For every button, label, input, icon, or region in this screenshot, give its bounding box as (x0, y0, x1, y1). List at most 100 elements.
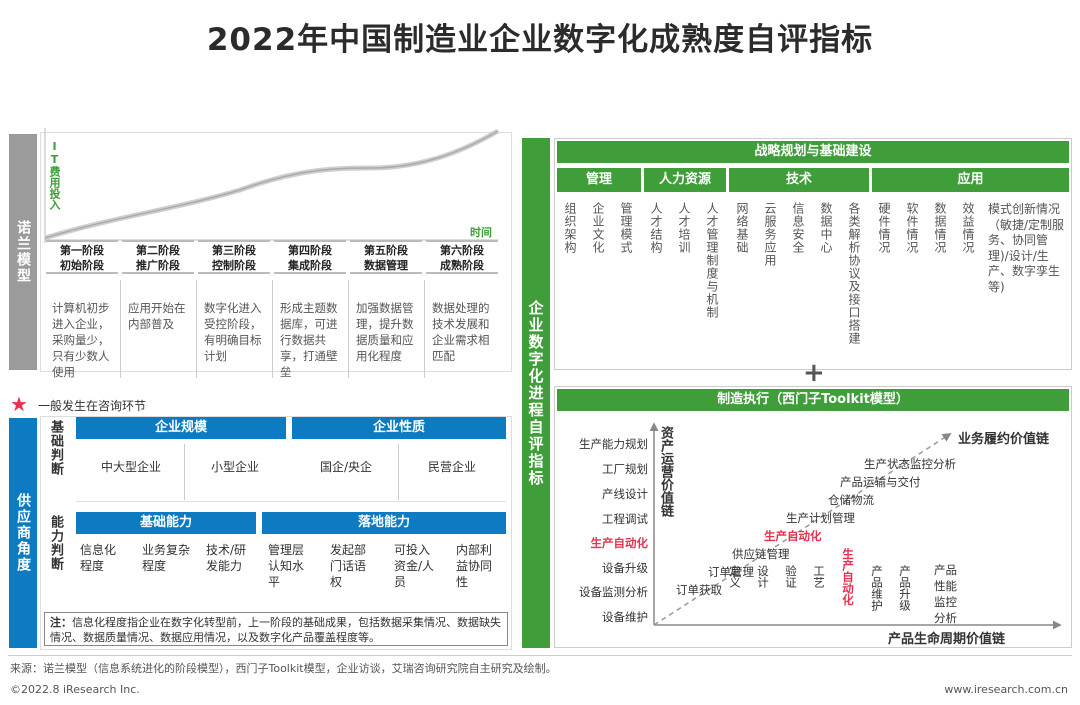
basic-judge-label: 基础判断 (48, 420, 63, 476)
toolkit-y-item-6: 设备升级 (602, 561, 648, 575)
landing-ability-item-4: 内部利益协同性 (456, 543, 493, 589)
toolkit-y-item-1: 生产能力规划 (579, 437, 648, 451)
nolan-s-curve (44, 128, 500, 241)
nolan-stage-3: 第三阶段 控制阶段 (198, 240, 270, 274)
toolkit-y-item-5: 生产自动化 (590, 536, 649, 550)
toolkit-diag-item-6: 仓储物流 (828, 493, 874, 507)
toolkit-diag-item-4: 生产自动化 (764, 529, 822, 543)
toolkit-x-item-2: 设计 (756, 565, 770, 588)
nolan-stage-divider (424, 280, 425, 378)
toolkit-axes (650, 422, 1062, 630)
basic-ability-header: 基础能力 (76, 512, 256, 534)
scale-divider (184, 444, 185, 500)
nolan-bar: 诺兰模型 (9, 134, 37, 370)
app-item-2: 软件情况 (905, 202, 919, 254)
cat-header-hr: 人力资源 (644, 168, 726, 192)
nature-item-1: 国企/央企 (319, 460, 373, 474)
nature-divider (398, 444, 399, 500)
toolkit-diag-item-1: 订单获取 (676, 583, 722, 597)
toolkit-x-item-8: 产品性能监控分析 (934, 563, 957, 625)
basic-ability-item-1: 信息化程度 (80, 543, 117, 573)
nolan-panel (40, 132, 512, 372)
toolkit-diag-item-8: 生产状态监控分析 (864, 457, 956, 471)
star-icon: ★ (10, 392, 28, 416)
nolan-stage-desc-2: 应用开始在内部普及 (128, 301, 186, 331)
landing-ability-header: 落地能力 (262, 512, 506, 534)
app-item-4: 效益情况 (961, 202, 975, 254)
scale-item-2: 小型企业 (210, 460, 259, 474)
toolkit-y-item-3: 产线设计 (602, 487, 648, 501)
nolan-stage-divider (348, 280, 349, 378)
hr-item-2: 人才培训 (677, 202, 691, 254)
toolkit-diag-item-3: 供应链管理 (732, 547, 790, 561)
tech-item-2: 云服务应用 (763, 202, 777, 267)
basic-ability-item-3: 技术/研发能力 (206, 543, 247, 573)
nolan-stage-divider (272, 280, 273, 378)
toolkit-x-item-5: 生产自动化 (841, 548, 855, 606)
note-prefix: 注： (50, 616, 72, 629)
tech-item-4: 数据中心 (819, 202, 833, 254)
tech-item-3: 信息安全 (791, 202, 805, 254)
nolan-stage-5: 第五阶段 数据管理 (350, 240, 422, 274)
cat-header-tech: 技术 (729, 168, 869, 192)
nolan-stage-desc-6: 数据处理的技术发展和企业需求相匹配 (432, 301, 490, 363)
copyright: ©2022.8 iResearch Inc. (10, 683, 140, 696)
nolan-stage-desc-5: 加强数据管理，提升数据质量和应用化程度 (356, 301, 414, 363)
note-box: 注：信息化程度指企业在数字化转型前，上一阶段的基础成果，包括数据采集情况、数据缺… (44, 612, 508, 646)
nolan-stage-1: 第一阶段 初始阶段 (46, 240, 118, 274)
footer-rule (8, 655, 1072, 656)
mgmt-item-2: 企业文化 (591, 202, 605, 254)
toolkit-diag-label: 业务履约价值链 (958, 432, 1050, 447)
nolan-stage-desc-1: 计算机初步进入企业，采购量少，只有少数人使用 (52, 301, 110, 379)
toolkit-diag-item-5: 生产计划管理 (786, 511, 855, 525)
source-note: 来源：诺兰模型（信息系统进化的阶段模型），西门子Toolkit模型，企业访谈，艾… (10, 662, 557, 675)
ability-judge-label: 能力判断 (48, 515, 63, 571)
supplier-panel (40, 416, 512, 650)
nolan-stage-divider (196, 280, 197, 378)
exec-header: 制造执行（西门子Toolkit模型） (557, 389, 1069, 411)
nolan-stage-2: 第二阶段 推广阶段 (122, 240, 194, 274)
toolkit-diag-item-2: 订单管理 (708, 565, 754, 579)
supplier-bar-label: 供应商角度 (15, 493, 31, 573)
self-eval-bar-label: 企业数字化进程自评指标 (526, 299, 545, 487)
strategy-panel (554, 138, 1072, 370)
app-item-3: 数据情况 (933, 202, 947, 254)
cat-header-mgmt: 管理 (557, 168, 641, 192)
scale-header: 企业规模 (76, 417, 286, 439)
nolan-s-curve-dark (44, 130, 499, 239)
nature-item-2: 民营企业 (427, 460, 476, 474)
app-item-5: 模式创新情况（敏捷/定制服务、协同管理)/设计/生产、数字孪生等) (988, 202, 1065, 294)
toolkit-diag-axis (653, 433, 952, 626)
supplier-bar: 供应商角度 (9, 418, 37, 648)
toolkit-x-axis-label: 产品生命周期价值链 (888, 632, 1006, 647)
landing-ability-item-1: 管理层认知水平 (268, 543, 305, 589)
nolan-bar-label: 诺兰模型 (15, 220, 31, 284)
toolkit-y-item-4: 工程调试 (602, 512, 648, 526)
tech-item-1: 网络基础 (735, 202, 749, 254)
scale-item-1: 中大型企业 (100, 460, 161, 474)
nature-header: 企业性质 (292, 417, 506, 439)
toolkit-x-item-4: 工艺 (812, 565, 826, 588)
basic-bottom-rule (76, 501, 506, 502)
cat-header-app: 应用 (872, 168, 1069, 192)
plus-icon: + (803, 358, 825, 388)
tech-item-5: 各类解析协议及接口搭建 (847, 202, 861, 345)
toolkit-y-item-7: 设备监测分析 (579, 585, 648, 599)
consulting-legend: 一般发生在咨询环节 (38, 399, 147, 413)
hr-item-1: 人才结构 (649, 202, 663, 254)
toolkit-x-item-7: 产品升级 (898, 565, 912, 611)
note-text: 信息化程度指企业在数字化转型前，上一阶段的基础成果，包括数据采集情况、数据缺失情… (50, 616, 501, 644)
basic-ability-item-2: 业务复杂程度 (142, 543, 191, 573)
mgmt-item-3: 管理模式 (619, 202, 633, 254)
toolkit-y-axis-label: 资产运营价值链 (658, 426, 673, 517)
landing-ability-item-2: 发起部门话语权 (330, 543, 367, 589)
mgmt-item-1: 组织架构 (563, 202, 577, 254)
landing-ability-item-3: 可投入资金/人员 (394, 543, 435, 589)
exec-panel (554, 386, 1072, 648)
toolkit-y-item-2: 工厂规划 (602, 462, 648, 476)
nolan-stage-desc-3: 数字化进入受控阶段，有明确目标计划 (204, 301, 262, 363)
toolkit-x-item-1: 定义 (728, 565, 742, 588)
hr-item-3: 人才管理制度与机制 (705, 202, 719, 319)
nolan-stage-6: 第六阶段 成熟阶段 (426, 240, 498, 274)
strategy-header: 战略规划与基础建设 (557, 141, 1069, 163)
